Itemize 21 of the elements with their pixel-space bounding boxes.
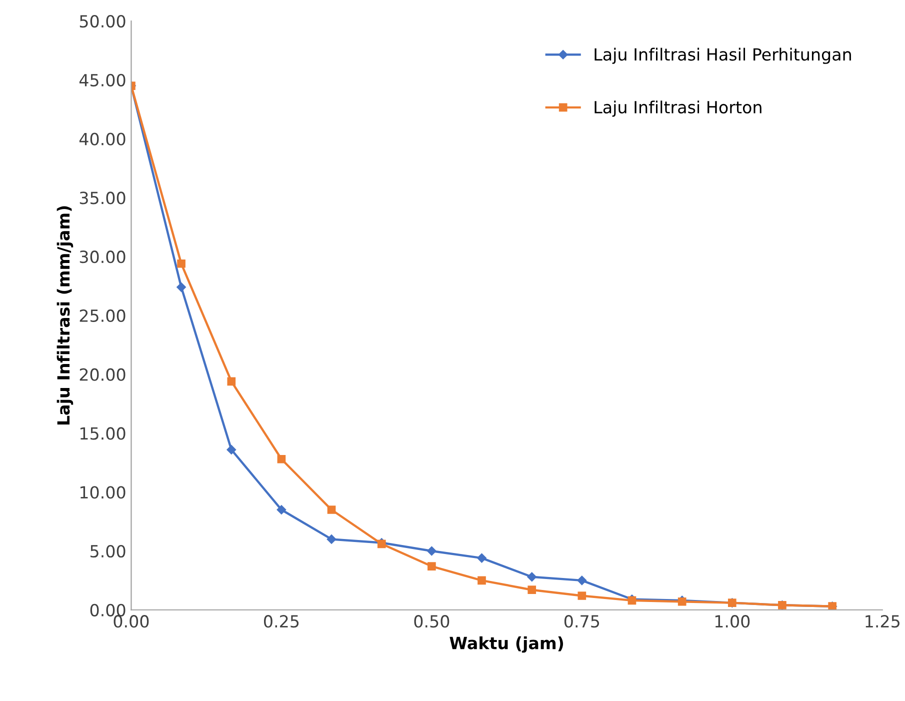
y-tick-label: 50.00: [80, 14, 126, 28]
x-tick-label: 0.50: [414, 615, 450, 628]
y-tick-label: 25.00: [80, 309, 126, 322]
legend-label: Laju Infiltrasi Horton: [594, 100, 762, 117]
y-tick-label: 40.00: [79, 132, 126, 146]
x-tick-label: 0.75: [564, 615, 600, 628]
y-tick-label: 30.00: [80, 250, 126, 264]
x-axis-title: Waktu (jam): [450, 636, 564, 653]
y-tick-label: 20.00: [80, 368, 126, 381]
x-tick-label: 1.00: [715, 615, 750, 628]
y-axis-title: Laju Infiltrasi (mm/jam): [56, 206, 74, 425]
y-tick-label: 45.00: [79, 74, 126, 86]
y-tick-label: 10.00: [80, 486, 126, 499]
y-tick-label: 35.00: [80, 192, 126, 204]
y-tick-label: 0.00: [90, 604, 126, 616]
x-tick-label: 0.25: [264, 615, 299, 628]
y-tick-label: 5.00: [90, 544, 126, 558]
legend-label: Laju Infiltrasi Hasil Perhitungan: [594, 48, 851, 64]
y-tick-label: 15.00: [80, 427, 126, 440]
x-tick-label: 1.25: [866, 615, 900, 628]
x-tick-label: 0.00: [114, 615, 149, 628]
